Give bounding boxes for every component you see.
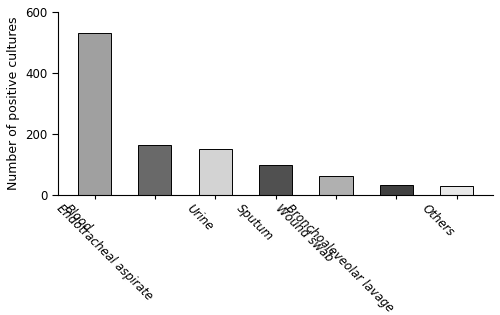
Bar	[198, 149, 232, 195]
Bar	[78, 33, 111, 195]
Bar	[380, 185, 413, 195]
Bar	[138, 146, 172, 195]
Bar	[320, 176, 352, 195]
Y-axis label: Number of positive cultures: Number of positive cultures	[7, 17, 20, 190]
Bar	[440, 186, 474, 195]
Bar	[259, 165, 292, 195]
